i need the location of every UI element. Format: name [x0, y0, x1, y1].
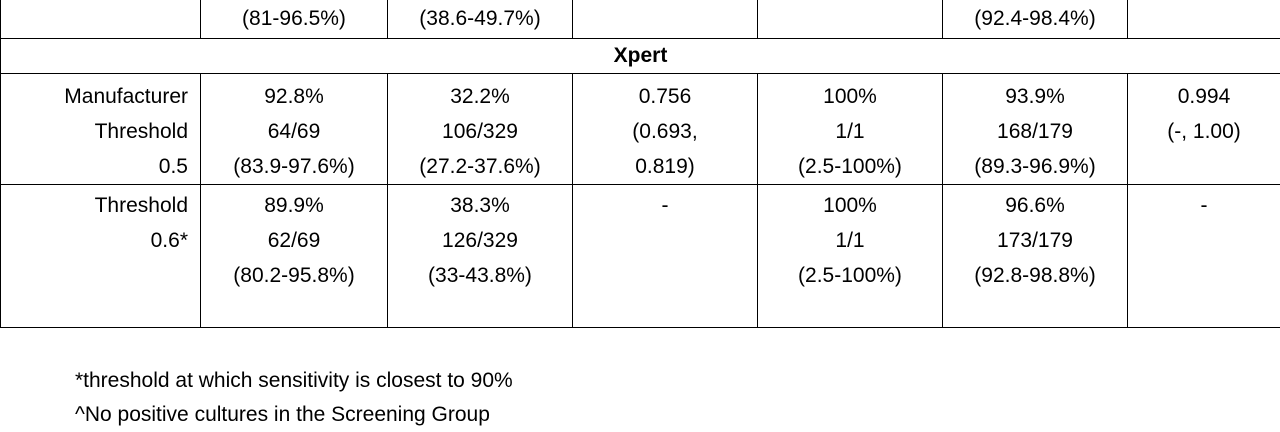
cell-line: (33-43.8%): [394, 258, 566, 293]
cell-line: 0.5: [7, 149, 188, 184]
cell-line: (0.693,: [579, 114, 751, 149]
cell-line: 0.756: [579, 79, 751, 114]
cell-line: 100%: [764, 188, 936, 223]
cell-line: 0.819): [579, 149, 751, 184]
cell-line: 126/329: [394, 223, 566, 258]
table-cell: 93.9%168/179(89.3-96.9%): [943, 74, 1128, 185]
cell-line: -: [1134, 188, 1274, 223]
table-cell: (81-96.5%): [201, 0, 388, 39]
cell-line: (81-96.5%): [207, 0, 381, 38]
table-cell: 0.756(0.693,0.819): [573, 74, 758, 185]
cell-line: 173/179: [949, 223, 1121, 258]
table-cell: 100%1/1(2.5-100%): [758, 185, 943, 328]
cell-line: (89.3-96.9%): [949, 149, 1121, 184]
cell-line: 64/69: [207, 114, 381, 149]
footnote: *threshold at which sensitivity is close…: [75, 364, 513, 398]
cell-line: Threshold: [7, 188, 188, 223]
table-cell: 92.8%64/69(83.9-97.6%): [201, 74, 388, 185]
table-cell: [1128, 0, 1280, 39]
cell-line: Threshold: [7, 114, 188, 149]
cell-line: (92.4-98.4%): [949, 0, 1121, 38]
cell-line: (83.9-97.6%): [207, 149, 381, 184]
table-row: Xpert: [1, 39, 1280, 74]
cell-line: 1/1: [764, 114, 936, 149]
cell-line: (38.6-49.7%): [394, 0, 566, 38]
table-cell: 0.994(-, 1.00): [1128, 74, 1280, 185]
table-cell: (92.4-98.4%): [943, 0, 1128, 39]
table-cell: 100%1/1(2.5-100%): [758, 74, 943, 185]
cell-line: 89.9%: [207, 188, 381, 223]
cell-line: 0.994: [1134, 79, 1274, 114]
table-cell: 32.2%106/329(27.2-37.6%): [388, 74, 573, 185]
cell-line: (2.5-100%): [764, 258, 936, 293]
cell-line: 1/1: [764, 223, 936, 258]
cell-line: 92.8%: [207, 79, 381, 114]
cell-line: 32.2%: [394, 79, 566, 114]
footnotes: *threshold at which sensitivity is close…: [75, 364, 513, 432]
table-cell: 96.6%173/179(92.8-98.8%): [943, 185, 1128, 328]
cell-line: (92.8-98.8%): [949, 258, 1121, 293]
cell-line: (2.5-100%): [764, 149, 936, 184]
table-cell: 89.9%62/69(80.2-95.8%): [201, 185, 388, 328]
cell-line: (80.2-95.8%): [207, 258, 381, 293]
cell-line: (27.2-37.6%): [394, 149, 566, 184]
cell-line: 93.9%: [949, 79, 1121, 114]
table-cell: 38.3%126/329(33-43.8%): [388, 185, 573, 328]
table-cell: [573, 0, 758, 39]
cell-line: 106/329: [394, 114, 566, 149]
cell-line: (-, 1.00): [1134, 114, 1274, 149]
cell-line: 62/69: [207, 223, 381, 258]
row-label: [1, 0, 201, 39]
cell-line: 168/179: [949, 114, 1121, 149]
table-cell: -: [1128, 185, 1280, 328]
footnote: ^No positive cultures in the Screening G…: [75, 398, 513, 432]
cell-line: 0.6*: [7, 223, 188, 258]
table-cell: (38.6-49.7%): [388, 0, 573, 39]
section-header: Xpert: [1, 39, 1280, 74]
table-cell: [758, 0, 943, 39]
cell-line: 100%: [764, 79, 936, 114]
table-row: (81-96.5%) (38.6-49.7%) (92.4-98.4%): [1, 0, 1280, 39]
cell-line: -: [579, 188, 751, 223]
cell-line: 38.3%: [394, 188, 566, 223]
cell-line: 96.6%: [949, 188, 1121, 223]
table-cell: -: [573, 185, 758, 328]
cell-line: Manufacturer: [7, 79, 188, 114]
